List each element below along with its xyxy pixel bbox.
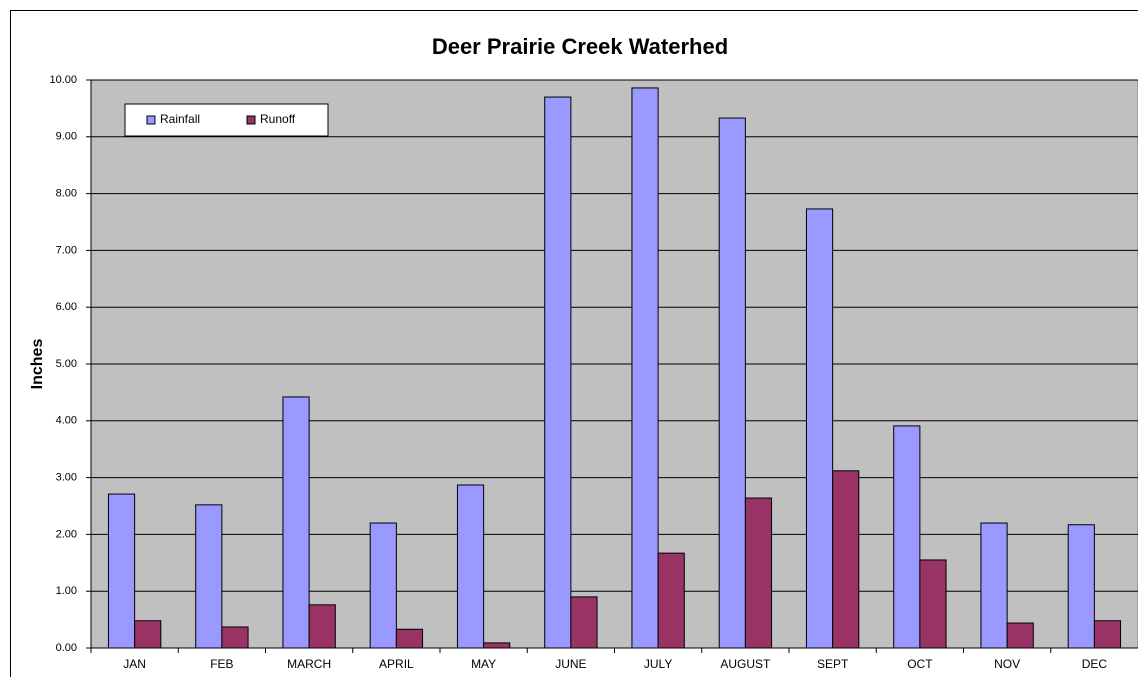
chart-title: Deer Prairie Creek Waterhed bbox=[432, 34, 728, 59]
legend-label: Runoff bbox=[260, 112, 296, 126]
y-tick-label: 9.00 bbox=[56, 131, 77, 143]
bar bbox=[483, 642, 511, 649]
x-tick-label: FEB bbox=[210, 657, 233, 671]
bar bbox=[893, 425, 921, 649]
y-tick-label: 2.00 bbox=[56, 528, 77, 540]
y-tick-label: 4.00 bbox=[56, 415, 77, 427]
bar bbox=[657, 552, 685, 649]
y-tick-label: 0.00 bbox=[56, 642, 77, 654]
bar bbox=[718, 117, 746, 649]
y-tick-label: 1.00 bbox=[56, 585, 77, 597]
legend-label: Rainfall bbox=[160, 112, 200, 126]
bar bbox=[1093, 620, 1122, 649]
bar bbox=[369, 522, 397, 649]
x-tick-label: JUNE bbox=[555, 657, 586, 671]
bar bbox=[107, 493, 136, 649]
x-tick-label: APRIL bbox=[379, 657, 414, 671]
bar bbox=[1006, 622, 1034, 649]
x-tick-label: NOV bbox=[994, 657, 1020, 671]
bar bbox=[631, 87, 659, 649]
y-axis-label: Inches bbox=[29, 339, 46, 390]
bar bbox=[456, 484, 485, 649]
x-tick-label: MARCH bbox=[287, 657, 331, 671]
x-tick-label: SEPT bbox=[817, 657, 849, 671]
x-tick-label: JAN bbox=[123, 657, 146, 671]
bar bbox=[805, 208, 834, 649]
legend-box bbox=[124, 103, 329, 137]
x-tick-label: OCT bbox=[907, 657, 933, 671]
x-tick-label: AUGUST bbox=[720, 657, 771, 671]
bar bbox=[282, 396, 310, 649]
legend-swatch bbox=[146, 115, 156, 125]
bar bbox=[544, 96, 572, 649]
y-tick-label: 10.00 bbox=[49, 74, 77, 86]
bar bbox=[134, 620, 162, 649]
x-tick-label: JULY bbox=[644, 657, 672, 671]
bar bbox=[919, 559, 947, 649]
bar bbox=[308, 604, 336, 649]
bar bbox=[195, 504, 223, 649]
x-tick-label: MAY bbox=[471, 657, 496, 671]
bar bbox=[221, 626, 249, 649]
bar bbox=[395, 628, 424, 649]
y-tick-label: 3.00 bbox=[56, 472, 77, 484]
legend-swatch bbox=[246, 115, 256, 125]
bar bbox=[1067, 524, 1095, 649]
bar bbox=[980, 522, 1008, 649]
y-tick-label: 7.00 bbox=[56, 244, 77, 256]
y-tick-label: 6.00 bbox=[56, 301, 77, 313]
y-tick-label: 5.00 bbox=[56, 358, 77, 370]
bar bbox=[744, 497, 773, 649]
bar bbox=[570, 596, 598, 649]
x-tick-label: DEC bbox=[1082, 657, 1108, 671]
bar bbox=[832, 470, 860, 649]
y-tick-label: 8.00 bbox=[56, 188, 77, 200]
